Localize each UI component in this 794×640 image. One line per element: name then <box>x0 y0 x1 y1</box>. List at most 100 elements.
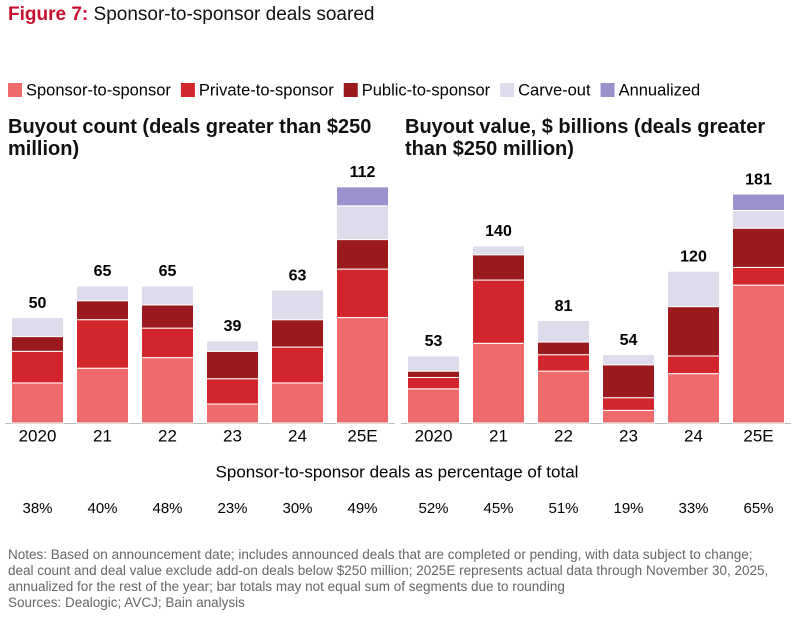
bar-segment <box>141 327 194 359</box>
bar-segment <box>667 270 720 308</box>
x-tick-label: 25E <box>743 426 773 445</box>
figure-title: Sponsor-to-sponsor deals soared <box>93 4 375 25</box>
figure-heading: Figure 7: Sponsor-to-sponsor deals soare… <box>8 4 374 26</box>
bar-segment <box>667 355 720 375</box>
total-label: 140 <box>485 223 512 240</box>
bar-segment <box>336 268 389 319</box>
bar-segment <box>732 227 785 268</box>
bar-segment <box>602 354 655 366</box>
share-value: 38% <box>22 500 52 517</box>
legend-swatch <box>343 83 358 97</box>
bar-segment <box>206 350 259 380</box>
total-label: 39 <box>224 318 242 335</box>
bar-segment <box>271 382 324 424</box>
total-label: 112 <box>350 164 376 181</box>
bar-segment <box>271 289 324 321</box>
bar-segment <box>407 388 460 424</box>
bar-segment <box>472 254 525 281</box>
bar-segment <box>336 205 389 241</box>
x-tick-label: 23 <box>223 426 242 445</box>
chart-title: Buyout value, $ billions (deals greater … <box>405 116 766 160</box>
bar-segment <box>141 304 194 329</box>
sources: Sources: Dealogic; AVCJ; Bain analysis <box>8 595 245 610</box>
x-tick-label: 21 <box>489 426 508 445</box>
bar-segment <box>11 350 64 384</box>
bar-segment <box>537 354 590 372</box>
bar-segment <box>537 320 590 343</box>
x-tick-label: 24 <box>684 426 703 445</box>
bar-segment <box>141 285 194 306</box>
notes-block: Notes: Based on announcement date; inclu… <box>8 547 778 611</box>
x-tick-label: 22 <box>554 426 573 445</box>
bar-segment <box>76 319 129 369</box>
figure-label: Figure 7: <box>8 4 89 25</box>
bar-segment <box>537 370 590 424</box>
x-tick-label: 24 <box>288 426 307 445</box>
bar-segment <box>206 340 259 352</box>
total-label: 181 <box>745 171 772 188</box>
total-label: 65 <box>94 263 112 280</box>
bar-segment <box>336 239 389 270</box>
legend-swatch <box>600 83 615 97</box>
bar-segment <box>602 364 655 399</box>
bar-segment <box>732 266 785 286</box>
bar-segment <box>602 397 655 411</box>
bar-segment <box>11 336 64 352</box>
total-label: 120 <box>680 248 707 265</box>
share-value: 51% <box>548 500 578 517</box>
share-value: 48% <box>152 500 182 517</box>
x-tick-label: 25E <box>347 426 377 445</box>
bar-segment <box>336 186 389 207</box>
bar-segment <box>206 403 259 424</box>
bar-segment <box>336 317 389 424</box>
total-label: 50 <box>29 295 47 312</box>
total-label: 81 <box>555 298 573 315</box>
chart: Sponsor-to-sponsor Private-to-sponsor Publ… <box>5 81 791 517</box>
bar-segment <box>141 357 194 424</box>
bar-segment <box>206 378 259 405</box>
total-label: 54 <box>620 332 638 349</box>
bar-segment <box>472 342 525 424</box>
x-tick-label: 23 <box>619 426 638 445</box>
bar-segment <box>11 317 64 338</box>
bar-segment <box>407 376 460 390</box>
x-tick-label: 2020 <box>19 426 57 445</box>
total-label: 53 <box>425 333 443 350</box>
bar-segment <box>602 409 655 424</box>
chart-title: Buyout count (deals greater than $250 mi… <box>8 116 372 160</box>
x-tick-label: 2020 <box>415 426 453 445</box>
legend-label: Annualized <box>619 81 701 99</box>
bar-segment <box>407 355 460 372</box>
x-tick-label: 21 <box>93 426 112 445</box>
share-value: 65% <box>743 500 773 517</box>
bar-segment <box>667 373 720 424</box>
x-tick-label: 22 <box>158 426 177 445</box>
bar-segment <box>407 370 460 378</box>
bar-segment <box>732 284 785 424</box>
legend-label: Sponsor-to-sponsor <box>26 81 171 99</box>
share-value: 49% <box>347 500 377 517</box>
share-value: 45% <box>483 500 513 517</box>
share-value: 19% <box>613 500 643 517</box>
bar-segment <box>667 306 720 357</box>
bar-segment <box>472 245 525 256</box>
legend-label: Carve-out <box>518 81 591 99</box>
total-label: 63 <box>289 267 307 284</box>
total-label: 65 <box>159 263 177 280</box>
share-value: 23% <box>217 500 247 517</box>
bar-segment <box>472 279 525 344</box>
bar-segment <box>76 285 129 302</box>
share-title: Sponsor-to-sponsor deals as percentage o… <box>216 462 579 481</box>
share-value: 52% <box>418 500 448 517</box>
bar-segment <box>76 367 129 424</box>
bar-segment <box>11 382 64 424</box>
legend-swatch <box>500 83 515 97</box>
bar-segment <box>271 319 324 348</box>
bar-segment <box>732 193 785 211</box>
share-value: 33% <box>678 500 708 517</box>
bar-segment <box>76 300 129 321</box>
bar-segment <box>537 341 590 356</box>
notes: Notes: Based on announcement date; inclu… <box>8 547 769 594</box>
legend-swatch <box>8 83 22 97</box>
